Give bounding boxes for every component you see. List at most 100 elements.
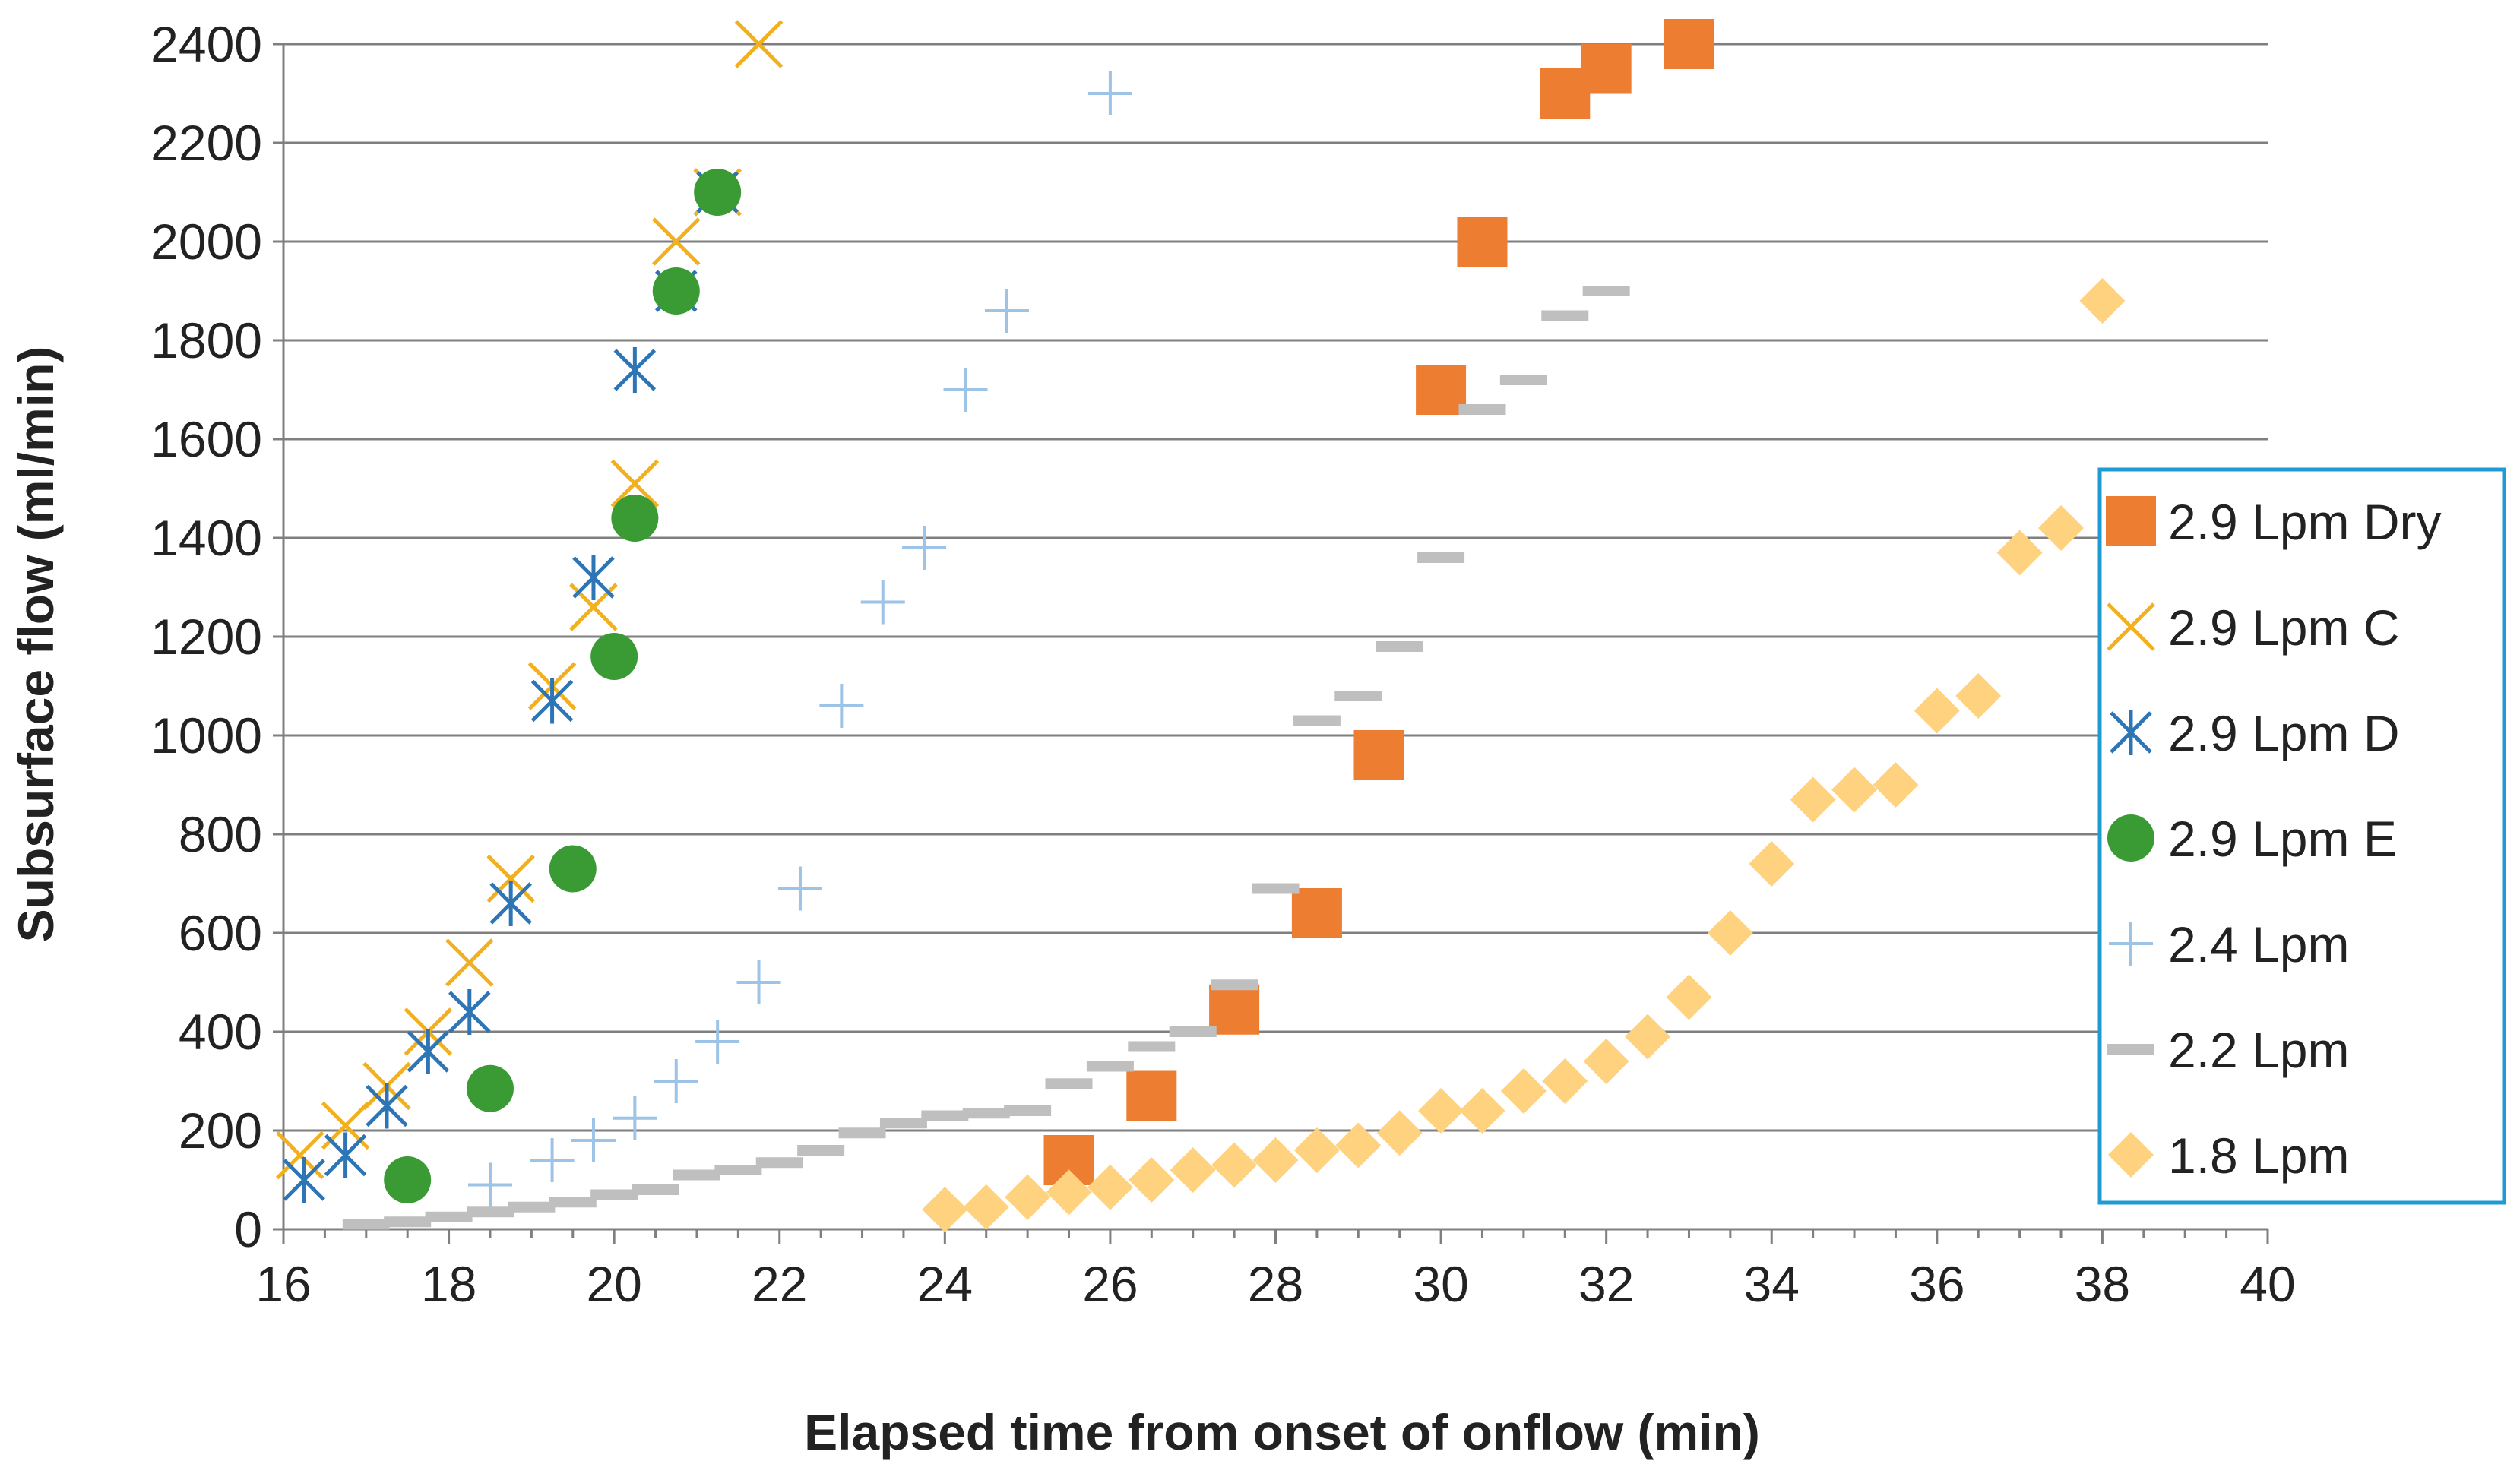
data-point: [467, 1162, 512, 1207]
data-point: [1211, 1142, 1258, 1188]
legend-label: 2.9 Lpm D: [2168, 705, 2399, 761]
data-point: [1004, 1105, 1052, 1116]
legend-label: 2.9 Lpm C: [2168, 599, 2399, 656]
data-point: [1128, 1041, 1176, 1052]
x-tick-label: 22: [752, 1256, 807, 1312]
series-0: [1043, 19, 1714, 1185]
x-tick-label: 18: [421, 1256, 476, 1312]
data-point: [694, 169, 742, 216]
data-point: [2079, 278, 2126, 324]
legend-label: 1.8 Lpm: [2168, 1127, 2349, 1184]
data-point: [777, 866, 822, 911]
data-point: [1541, 310, 1589, 321]
data-point: [1996, 530, 2043, 576]
data-point: [1666, 974, 1712, 1020]
data-point: [384, 1216, 432, 1228]
data-point: [1542, 1058, 1588, 1104]
data-point: [1707, 910, 1753, 956]
y-tick-label: 1800: [150, 312, 262, 368]
data-point: [1459, 1088, 1505, 1134]
data-point: [324, 1132, 367, 1178]
legend-item: 2.4 Lpm: [2109, 916, 2349, 972]
legend-item: 2.9 Lpm Dry: [2106, 494, 2441, 550]
data-point: [407, 1029, 450, 1074]
data-point: [1790, 776, 1836, 823]
data-point: [651, 217, 701, 266]
x-tick-label: 26: [1082, 1256, 1138, 1312]
data-point: [1293, 1127, 1340, 1173]
legend-label: 2.9 Lpm Dry: [2168, 494, 2441, 550]
data-point: [1955, 673, 2002, 719]
data-point: [1291, 888, 1342, 938]
data-point: [1126, 1070, 1177, 1121]
data-point: [1046, 1169, 1092, 1216]
data-point: [610, 459, 660, 508]
x-tick-label: 24: [917, 1256, 973, 1312]
data-point: [1582, 286, 1630, 296]
data-point: [1458, 404, 1506, 415]
data-point: [384, 1156, 432, 1203]
x-tick-label: 30: [1413, 1256, 1468, 1312]
data-point: [734, 20, 784, 68]
data-point: [1914, 688, 1960, 734]
legend-label: 2.4 Lpm: [2168, 916, 2349, 972]
data-point: [1457, 217, 1508, 267]
x-tick-label: 38: [2075, 1256, 2130, 1312]
series-5: [342, 286, 1630, 1230]
data-point: [1376, 641, 1423, 652]
series-3: [384, 169, 742, 1203]
legend-label: 2.9 Lpm E: [2168, 811, 2397, 867]
data-point: [1252, 883, 1300, 894]
data-point: [1416, 365, 1467, 415]
data-point: [879, 1118, 927, 1129]
data-point: [1500, 1068, 1547, 1114]
data-point: [1209, 984, 1260, 1035]
data-point: [1873, 762, 1919, 808]
y-tick-label: 1600: [150, 411, 262, 467]
x-tick-label: 28: [1248, 1256, 1303, 1312]
legend-marker: [2109, 922, 2153, 966]
y-tick-label: 600: [179, 905, 262, 961]
legend-marker: [2110, 710, 2152, 755]
y-tick-label: 2400: [150, 16, 262, 72]
y-tick-label: 1400: [150, 510, 262, 566]
data-point: [1293, 715, 1341, 726]
data-point: [549, 1197, 597, 1208]
legend-marker: [2107, 1044, 2154, 1055]
data-point: [1005, 1174, 1051, 1220]
data-point: [549, 845, 597, 893]
data-point: [1664, 19, 1714, 69]
data-point: [1211, 979, 1258, 991]
x-tick-label: 36: [1909, 1256, 1964, 1312]
x-tick-label: 40: [2240, 1256, 2295, 1312]
data-point: [466, 1206, 514, 1218]
x-tick-label: 20: [586, 1256, 641, 1312]
data-point: [613, 1096, 657, 1140]
data-point: [486, 854, 535, 903]
data-point: [632, 1184, 679, 1195]
data-point: [797, 1145, 845, 1156]
data-point: [1087, 1164, 1133, 1210]
legend: 2.9 Lpm Dry 2.9 Lpm C 2.9 Lpm D 2.9 Lpm E 2.…: [2097, 467, 2506, 1205]
data-point: [755, 1157, 803, 1169]
y-tick-label: 800: [179, 806, 262, 862]
data-point: [448, 989, 491, 1035]
data-point: [611, 495, 659, 542]
data-point: [922, 1187, 968, 1232]
data-point: [425, 1211, 473, 1222]
data-point: [1353, 730, 1404, 780]
y-tick-label: 1200: [150, 609, 262, 665]
x-axis-title: Elapsed time from onset of onflow (min): [804, 1404, 1760, 1460]
data-point: [489, 881, 532, 926]
data-point: [819, 684, 864, 728]
legend-label: 2.2 Lpm: [2168, 1022, 2349, 1078]
y-tick-label: 2000: [150, 213, 262, 270]
axes: [273, 43, 2269, 1244]
data-point: [530, 678, 574, 724]
data-point: [654, 1059, 698, 1103]
data-point: [673, 1169, 720, 1181]
data-point: [1376, 1110, 1423, 1156]
data-point: [466, 1064, 514, 1112]
legend-item: 1.8 Lpm: [2108, 1127, 2349, 1184]
data-point: [445, 938, 494, 987]
